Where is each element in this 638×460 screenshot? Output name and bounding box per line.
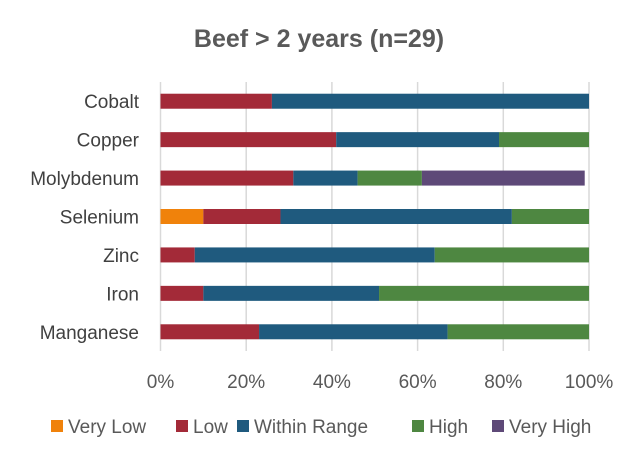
- legend-swatch: [492, 420, 504, 432]
- category-label: Copper: [77, 131, 140, 152]
- category-label: Iron: [106, 284, 139, 305]
- legend-label: High: [429, 417, 468, 438]
- bar-high-selenium: [511, 209, 589, 224]
- bar-within-range-manganese: [259, 324, 448, 340]
- bar-very-low-selenium: [160, 209, 204, 224]
- bar-within-range-copper: [336, 132, 500, 148]
- bar-within-range-molybdenum: [293, 170, 358, 186]
- legend-swatch: [412, 420, 424, 432]
- bar-low-selenium: [203, 209, 281, 224]
- x-tick-label: 40%: [313, 372, 351, 393]
- bar-low-manganese: [160, 324, 260, 340]
- bar-within-range-iron: [203, 285, 380, 301]
- legend-label: Very Low: [68, 417, 146, 438]
- legend-swatch: [176, 420, 188, 432]
- legend-label: Very High: [509, 417, 591, 438]
- bar-high-zinc: [434, 247, 589, 263]
- bar-low-iron: [160, 285, 204, 301]
- legend-item: Within Range: [237, 417, 368, 438]
- bar-high-molybdenum: [357, 170, 422, 186]
- bar-high-manganese: [447, 324, 589, 340]
- x-tick-label: 20%: [227, 372, 265, 393]
- bar-low-molybdenum: [160, 170, 294, 186]
- x-tick-label: 60%: [399, 372, 437, 393]
- bar-high-iron: [379, 285, 589, 301]
- category-label: Selenium: [60, 208, 139, 229]
- bar-low-cobalt: [160, 93, 272, 109]
- category-label: Zinc: [103, 246, 139, 267]
- category-label: Manganese: [40, 323, 139, 344]
- bar-within-range-zinc: [194, 247, 435, 263]
- legend-item: Very High: [492, 417, 591, 438]
- legend-label: Within Range: [254, 417, 368, 438]
- legend-item: Very Low: [51, 417, 146, 438]
- legend-swatch: [237, 420, 249, 432]
- category-label: Molybdenum: [30, 169, 139, 190]
- bar-high-copper: [499, 132, 589, 148]
- chart-title: Beef > 2 years (n=29): [194, 25, 444, 53]
- bar-within-range-selenium: [280, 209, 512, 224]
- x-tick-label: 0%: [147, 372, 175, 393]
- bar-low-zinc: [160, 247, 195, 263]
- legend-item: Low: [176, 417, 228, 438]
- legend-swatch: [51, 420, 63, 432]
- x-tick-label: 100%: [565, 372, 614, 393]
- legend-label: Low: [193, 417, 228, 438]
- x-tick-label: 80%: [484, 372, 522, 393]
- bar-within-range-cobalt: [271, 93, 589, 109]
- legend-item: High: [412, 417, 468, 438]
- category-label: Cobalt: [84, 92, 140, 113]
- bar-very-high-molybdenum: [421, 170, 585, 186]
- bar-low-copper: [160, 132, 337, 148]
